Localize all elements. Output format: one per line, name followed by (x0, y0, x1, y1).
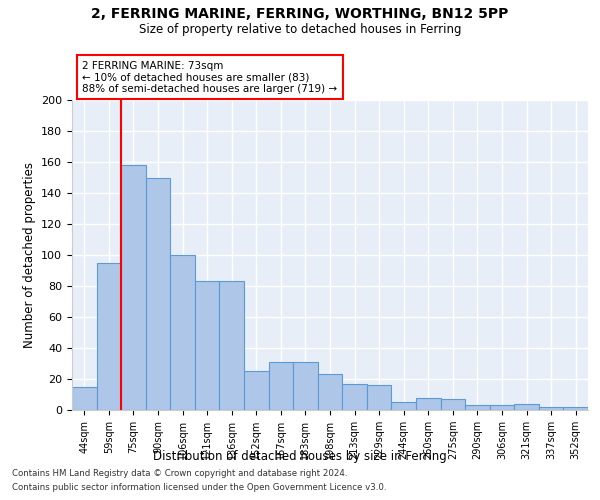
Bar (269, 362, 293, 410)
Text: 2, FERRING MARINE, FERRING, WORTHING, BN12 5PP: 2, FERRING MARINE, FERRING, WORTHING, BN… (91, 8, 509, 22)
Bar (72, 387, 97, 410)
Bar (97, 263, 121, 410)
Bar (146, 178, 170, 410)
Bar (563, 407, 588, 410)
Bar (465, 406, 490, 410)
Bar (391, 402, 416, 410)
Text: Contains HM Land Registry data © Crown copyright and database right 2024.: Contains HM Land Registry data © Crown c… (12, 468, 347, 477)
Bar (490, 406, 514, 410)
Bar (121, 165, 146, 410)
Bar (514, 404, 539, 410)
Bar (195, 282, 220, 410)
Bar (170, 255, 195, 410)
Text: Size of property relative to detached houses in Ferring: Size of property relative to detached ho… (139, 22, 461, 36)
Text: Contains public sector information licensed under the Open Government Licence v3: Contains public sector information licen… (12, 484, 386, 492)
Bar (342, 384, 367, 410)
Bar (244, 371, 269, 410)
Text: 2 FERRING MARINE: 73sqm
← 10% of detached houses are smaller (83)
88% of semi-de: 2 FERRING MARINE: 73sqm ← 10% of detache… (82, 60, 337, 94)
Bar (220, 282, 244, 410)
Y-axis label: Number of detached properties: Number of detached properties (23, 162, 35, 348)
Text: Distribution of detached houses by size in Ferring: Distribution of detached houses by size … (153, 450, 447, 463)
Bar (318, 374, 342, 410)
Bar (539, 407, 563, 410)
Bar (416, 398, 440, 410)
Bar (440, 399, 465, 410)
Bar (367, 385, 391, 410)
Bar (293, 362, 318, 410)
